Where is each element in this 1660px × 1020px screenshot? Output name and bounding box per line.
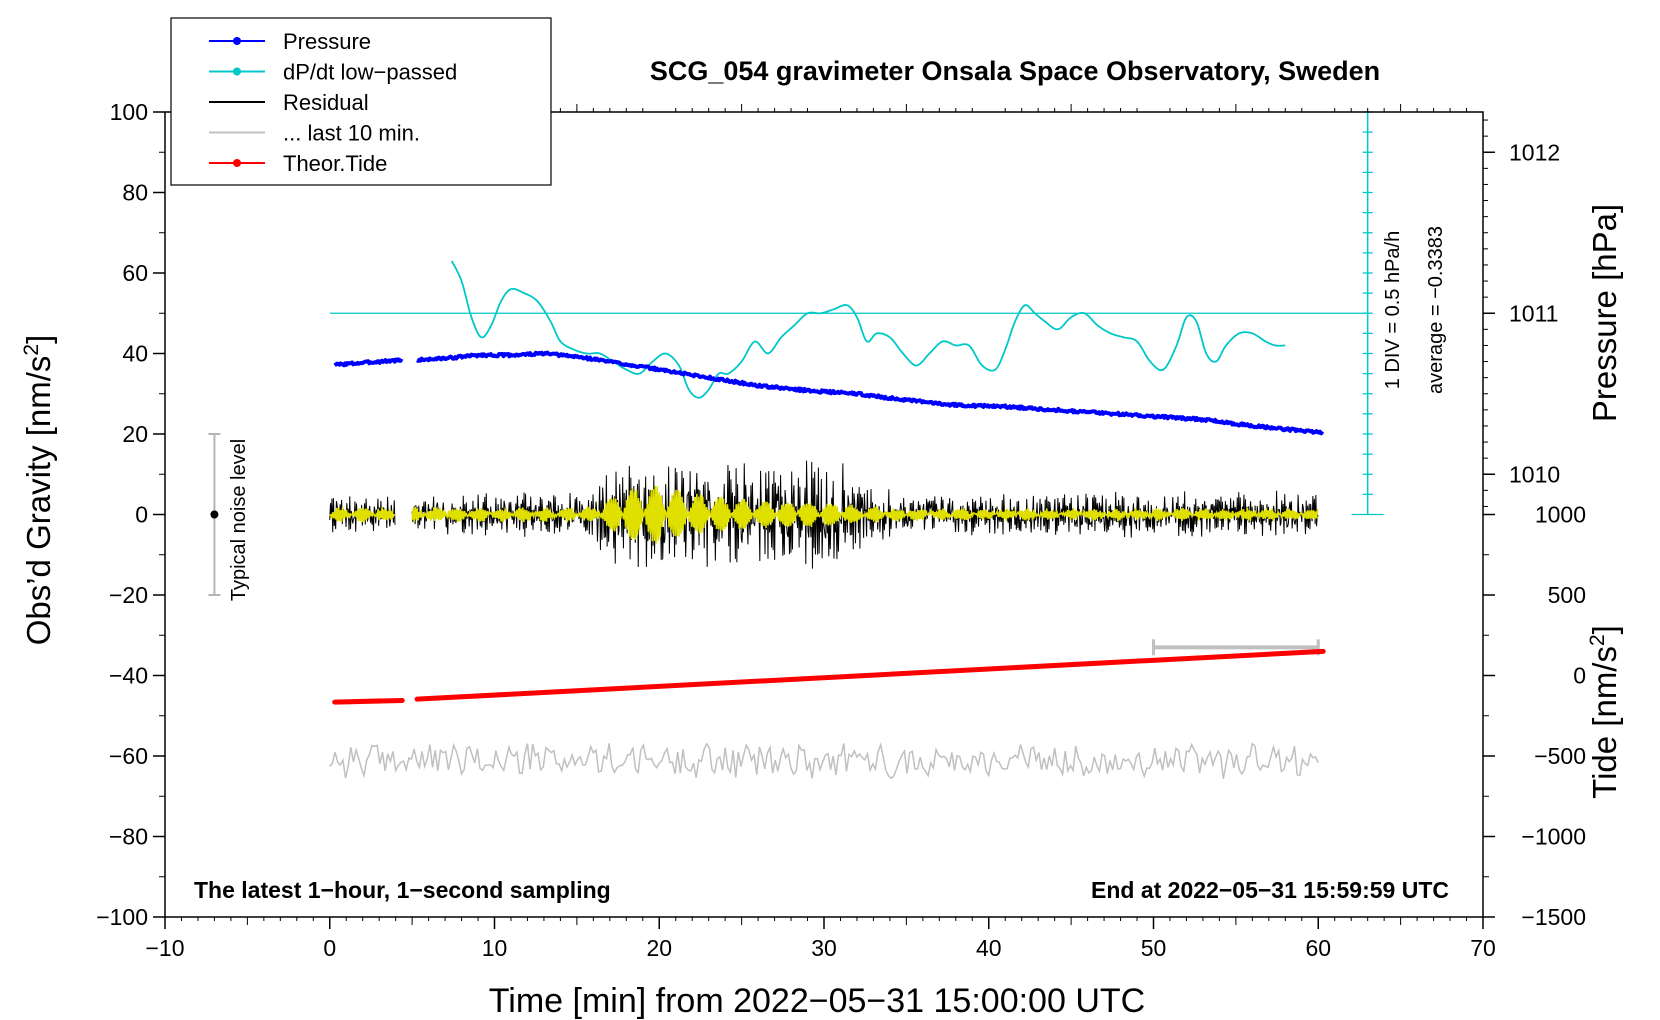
y-tick-label: 40 (122, 341, 148, 367)
dpdt-line (450, 260, 1286, 399)
lowpass-residual-line-segment-1 (411, 486, 1319, 544)
axes-layer: −10 0 10 20 30 40 50 60 70−100−80−60−40−20020406… (96, 99, 1586, 961)
legend-label: Theor.Tide (283, 151, 387, 176)
noise-level-label: Typical noise level (228, 439, 250, 601)
y-tick-label: −60 (109, 743, 148, 769)
legend-marker (233, 67, 241, 76)
sampling-annotation: The latest 1−hour, 1−second sampling (194, 877, 611, 903)
tide-axis-label: Tide [nm/s2] (1586, 625, 1623, 799)
pressure-tick-label: 1012 (1509, 139, 1560, 165)
tide-tick-label: 0 (1573, 663, 1586, 689)
series-layer (208, 111, 1384, 780)
pressure-tick-label: 1010 (1509, 461, 1560, 487)
pressure-tick-label: 1011 (1509, 300, 1558, 326)
x-tick-label: 60 (1305, 935, 1331, 961)
x-tick-label: −10 (145, 935, 184, 961)
x-tick-label: 70 (1470, 935, 1496, 961)
x-tick-label: 40 (976, 935, 1002, 961)
theoretical-tide-line-0 (332, 697, 405, 705)
y-tick-label: −100 (96, 904, 148, 930)
tide-tick-label: −1000 (1521, 824, 1586, 850)
pressure-line-segment-1 (415, 350, 1325, 436)
x-axis-label: Time [min] from 2022−05−31 15:00:00 UTC (489, 982, 1145, 1020)
legend-marker (233, 159, 241, 167)
legend-label: Residual (283, 90, 369, 115)
end-time-annotation: End at 2022−05−31 15:59:59 UTC (1091, 877, 1449, 903)
y-tick-label: −20 (109, 582, 148, 608)
last-10-min-line (329, 742, 1319, 780)
x-tick-label: 30 (811, 935, 837, 961)
legend-label: Pressure (283, 29, 371, 54)
pressure-rate-average-label: average = −0.3383 (1425, 226, 1447, 394)
y-tick-label: −40 (109, 663, 148, 689)
legend-label: dP/dt low−passed (283, 60, 457, 85)
y-tick-label: 20 (122, 421, 148, 447)
y-tick-label: 60 (122, 260, 148, 286)
x-tick-label: 50 (1141, 935, 1167, 961)
tide-tick-label: −500 (1534, 743, 1586, 769)
pressure-line-segment-0 (333, 357, 404, 368)
x-tick-label: 10 (482, 935, 508, 961)
tide-tick-label: 1000 (1535, 502, 1586, 528)
legend-marker (233, 37, 241, 45)
noise-level-dot (210, 510, 219, 519)
pressure-rate-division-label: 1 DIV = 0.5 hPa/h (1382, 231, 1404, 389)
y-tick-label: 80 (122, 180, 148, 206)
y-tick-label: 100 (110, 99, 148, 125)
lowpass-residual-line-segment-0 (329, 507, 395, 523)
legend-label: ... last 10 min. (283, 121, 420, 146)
tide-tick-label: −1500 (1521, 904, 1586, 930)
pressure-axis-label: Pressure [hPa] (1586, 204, 1623, 422)
legend-layer: Pressure dP/dt low−passed Residual ... last… (170, 17, 552, 186)
theoretical-tide-line-1 (414, 648, 1326, 702)
y-axis-label: Obs’d Gravity [nm/s2] (20, 335, 57, 646)
y-tick-label: −80 (109, 824, 148, 850)
x-tick-label: 0 (323, 935, 336, 961)
tide-tick-label: 500 (1548, 582, 1586, 608)
y-tick-label: 0 (135, 502, 148, 528)
x-tick-label: 20 (646, 935, 672, 961)
chart-title: SCG_054 gravimeter Onsala Space Observat… (650, 56, 1380, 86)
